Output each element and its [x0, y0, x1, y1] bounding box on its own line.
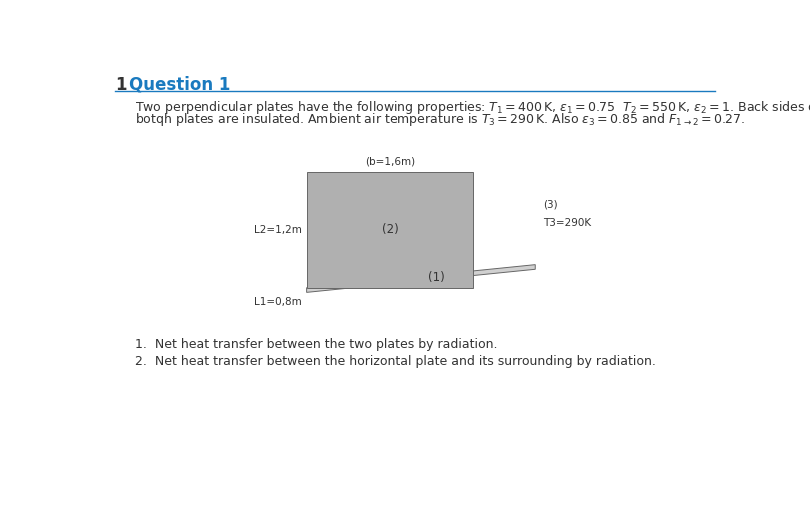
Text: (1): (1) — [428, 271, 445, 284]
Text: (b=1,6m): (b=1,6m) — [364, 157, 415, 167]
Text: Two perpendicular plates have the following properties: $T_1 = 400\,\mathrm{K}$,: Two perpendicular plates have the follow… — [135, 99, 810, 116]
Text: (3): (3) — [543, 199, 557, 209]
Text: L2=1,2m: L2=1,2m — [254, 225, 302, 235]
Polygon shape — [307, 172, 473, 288]
Text: 2.  Net heat transfer between the horizontal plate and its surrounding by radiat: 2. Net heat transfer between the horizon… — [135, 355, 656, 368]
Text: 1: 1 — [115, 76, 126, 94]
Text: (2): (2) — [382, 224, 399, 236]
Text: botqh plates are insulated. Ambient air temperature is $T_3 = 290\,\mathrm{K}$. : botqh plates are insulated. Ambient air … — [135, 112, 746, 128]
Text: 1.  Net heat transfer between the two plates by radiation.: 1. Net heat transfer between the two pla… — [135, 338, 498, 351]
Text: L1=0,8m: L1=0,8m — [254, 296, 302, 307]
Text: Question 1: Question 1 — [129, 76, 231, 94]
Text: T3=290K: T3=290K — [543, 219, 591, 228]
Polygon shape — [307, 265, 535, 292]
